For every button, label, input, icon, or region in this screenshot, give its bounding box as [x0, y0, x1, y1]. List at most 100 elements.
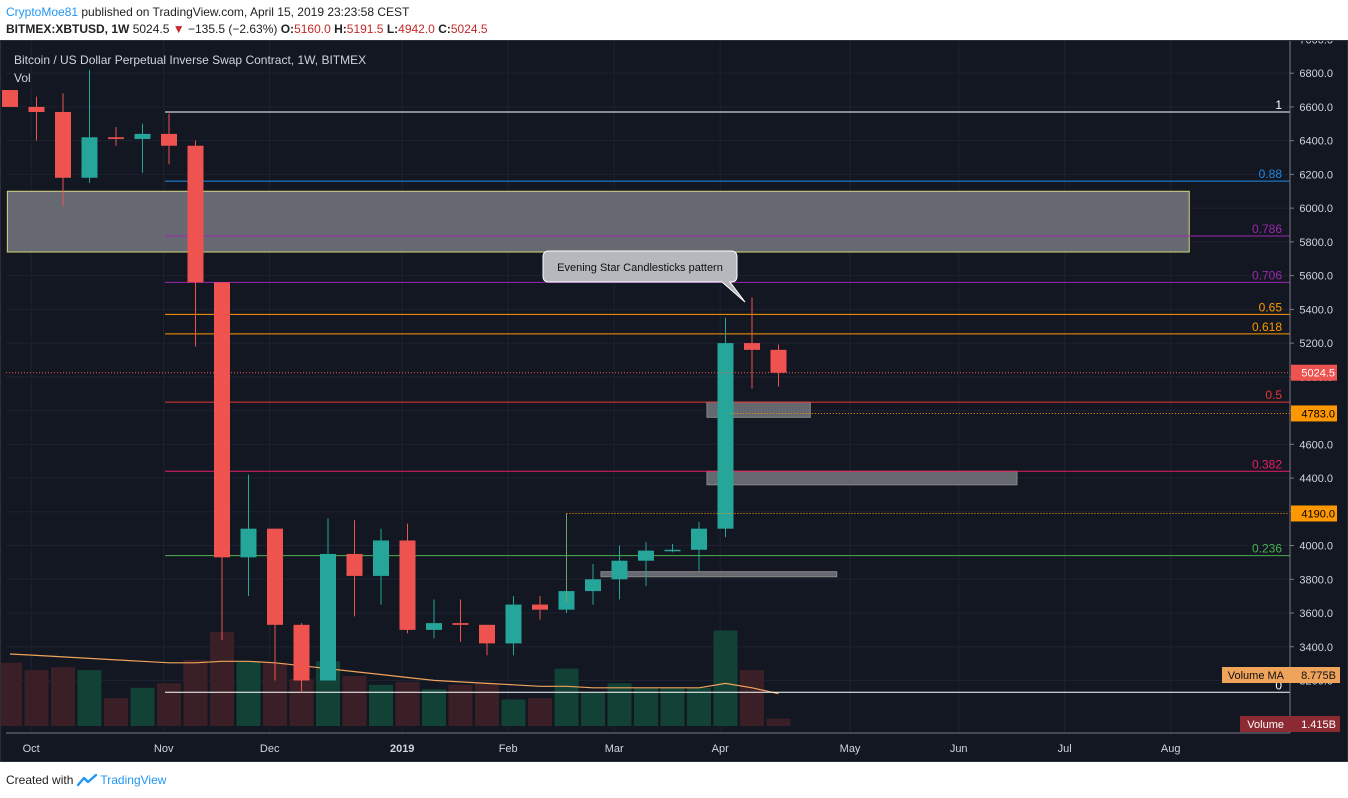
support-resistance-zone	[6, 190, 1190, 253]
high-value: 5191.5	[346, 22, 384, 36]
volume-bar	[740, 670, 764, 726]
price-label: 4190.0	[1301, 508, 1335, 520]
candle-body	[320, 553, 336, 681]
volume-bar	[210, 631, 234, 726]
price-label: 5024.5	[1301, 368, 1335, 380]
time-axis: Oct Nov Dec 2019 Feb Mar Apr May Jun Jul Aug	[0, 732, 1348, 762]
candle-body	[214, 282, 230, 558]
price-label-bg	[1291, 405, 1337, 422]
candle-body	[55, 111, 71, 178]
annotation-callout: Evening Star Candlesticks pattern	[542, 250, 746, 303]
fib-labels: 1 0.88 0.786 0.706 0.65 0.618 0.5 0.382 0.236 0	[1252, 98, 1282, 692]
price-lines	[6, 372, 1290, 603]
publish-info: published on TradingView.com, April 15, …	[78, 5, 410, 19]
volume-bar	[24, 670, 49, 726]
candle-body	[532, 604, 548, 610]
candle-body	[638, 550, 654, 561]
time-tick-label: 2019	[390, 743, 414, 755]
price-tick-label: 6600.0	[1299, 102, 1333, 114]
price-tick-label: 3400.0	[1299, 642, 1333, 654]
fib-label: 0.236	[1252, 542, 1282, 556]
volume-bar	[395, 681, 420, 726]
candle-body	[452, 623, 469, 625]
price-label-bg	[1291, 505, 1337, 522]
fib-label: 1	[1275, 98, 1282, 112]
candle-body	[505, 604, 522, 644]
volume-bar	[183, 659, 208, 726]
volume-bar	[687, 687, 711, 726]
volume-bar	[766, 718, 791, 726]
fib-label: 0.65	[1259, 300, 1283, 314]
candle-body	[585, 579, 601, 592]
volume-bar	[342, 676, 367, 726]
candle-body	[187, 145, 204, 283]
volume-label-bg	[1240, 716, 1340, 732]
price-axis: 3200.03400.03600.03800.04000.04200.04400…	[1289, 40, 1348, 733]
fib-label: 0.382	[1252, 457, 1282, 471]
footer-credit: Created with TradingView	[6, 773, 166, 787]
candle-body	[267, 528, 283, 625]
time-tick-label: Jun	[950, 743, 968, 755]
price-chart[interactable]: 1 0.88 0.786 0.706 0.65 0.618 0.5 0.382 0.236 0 Ev…	[0, 40, 1348, 762]
price-tick-label: 7000.0	[1299, 40, 1333, 46]
open-label: O:	[280, 22, 295, 36]
price-change: −135.5 (−2.63%)	[187, 22, 278, 36]
volume-bar	[528, 698, 552, 726]
volume-bar	[77, 670, 102, 726]
time-tick-label: Jul	[1058, 743, 1072, 755]
annotation-text: Evening Star Candlesticks pattern	[557, 262, 723, 274]
change-down-icon: ▼	[172, 22, 185, 36]
candle-body	[770, 349, 787, 373]
candle-body	[479, 624, 495, 644]
volume-bar	[475, 683, 499, 726]
price-tick-label: 4600.0	[1299, 439, 1333, 451]
candle-body	[426, 623, 442, 630]
volume-ma-label-value: 8.775B	[1301, 670, 1336, 682]
volume-bar	[130, 687, 155, 726]
candle-body	[81, 137, 98, 178]
annotation-bubble	[542, 250, 746, 303]
candle-body	[161, 133, 177, 146]
plot-area	[6, 40, 1290, 733]
volume-bars	[0, 630, 791, 726]
fib-label: 0.706	[1252, 268, 1282, 282]
symbol-label: BITMEX:XBTUSD, 1W	[6, 22, 130, 36]
price-tick-label: 3800.0	[1299, 574, 1333, 586]
volume-bar	[104, 698, 128, 726]
candle-body	[744, 343, 760, 350]
low-label: L:	[386, 22, 399, 36]
price-axis-bg	[1290, 40, 1348, 733]
candle-body	[558, 591, 575, 610]
time-tick-label: Apr	[712, 743, 729, 755]
zones	[6, 190, 1190, 578]
candle-body	[108, 137, 124, 139]
candle-body	[2, 90, 18, 107]
candle-body	[373, 540, 389, 576]
price-label-bg	[1291, 364, 1337, 381]
price-tick-label: 5400.0	[1299, 304, 1333, 316]
price-tick-label: 5800.0	[1299, 237, 1333, 249]
low-value: 4942.0	[398, 22, 435, 36]
candle-body	[691, 528, 707, 550]
time-tick-label: May	[840, 743, 861, 755]
candle-body	[717, 343, 734, 529]
close-label: C:	[438, 22, 451, 36]
chart-legend: Bitcoin / US Dollar Perpetual Inverse Sw…	[14, 53, 366, 85]
time-tick-label: Dec	[260, 743, 280, 755]
price-label: 4783.0	[1301, 408, 1335, 420]
price-tick-label: 5200.0	[1299, 338, 1333, 350]
volume-ma-line	[9, 653, 779, 695]
tradingview-brand[interactable]: TradingView	[100, 773, 167, 787]
price-tick-label: 4000.0	[1299, 541, 1333, 553]
candle-body	[664, 549, 681, 552]
volume-bar	[607, 683, 632, 726]
author-link[interactable]: CryptoMoe81	[6, 5, 79, 19]
volume-ma-label-name: Volume MA	[1228, 670, 1285, 682]
price-tick-label: 6000.0	[1299, 203, 1333, 215]
chart-title: Bitcoin / US Dollar Perpetual Inverse Sw…	[14, 53, 366, 67]
time-tick-label: Oct	[23, 743, 40, 755]
price-tick-label: 6200.0	[1299, 169, 1333, 181]
volume-label-value: 1.415B	[1301, 719, 1336, 731]
volume-bar	[369, 684, 393, 726]
price-tick-label: 6800.0	[1299, 68, 1333, 80]
